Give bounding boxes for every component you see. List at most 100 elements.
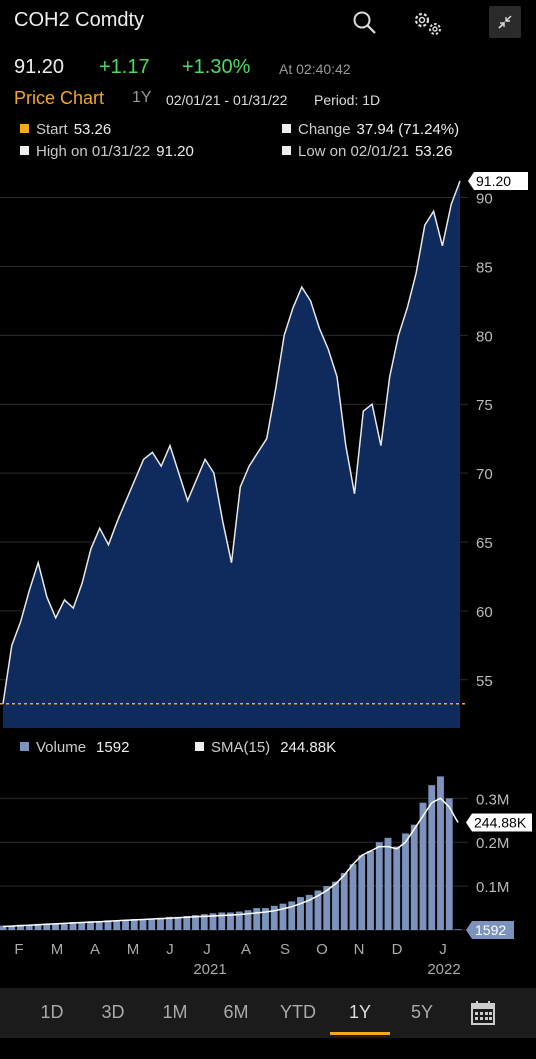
tab-1d[interactable]: 1D: [40, 1002, 64, 1022]
volume-bar: [340, 872, 348, 930]
high-swatch: [20, 146, 29, 155]
volume-bar: [192, 915, 199, 930]
price-chart-title: Price Chart: [14, 88, 105, 108]
volume-bar: [60, 922, 68, 930]
x-tick-label: M: [51, 941, 64, 958]
volume-bar: [244, 910, 252, 930]
volume-chart[interactable]: 0.1M 0.2M 0.3M 244.88K 1592 F M A M J J A S O N D J 2021 2…: [0, 762, 536, 987]
stat-low-value: 53.26: [414, 143, 453, 160]
price-change-pct: +1.30%: [182, 56, 251, 78]
volume-bar: [174, 916, 182, 930]
sma-label: SMA(15): [211, 739, 271, 756]
volume-bar: [209, 913, 217, 930]
sma-swatch: [195, 742, 204, 751]
volume-bar: [358, 855, 366, 930]
last-price-label: 91.20: [476, 173, 511, 189]
volume-bar: [445, 798, 453, 930]
volume-bar: [367, 851, 374, 930]
y-tick-label: 85: [476, 259, 493, 276]
volume-legend: Volume 1592: [20, 739, 129, 756]
y-tick-label: 65: [476, 535, 493, 552]
page-title: COH2 Comdty: [14, 9, 145, 31]
volume-bar: [69, 922, 77, 930]
volume-label: Volume: [36, 739, 87, 756]
tab-6m[interactable]: 6M: [223, 1002, 249, 1022]
price-chart[interactable]: 55 60 65 70 75 80 85 90 91.20: [0, 170, 536, 735]
sma-value: 244.88K: [280, 739, 337, 756]
volume-bar: [104, 920, 112, 930]
y-tick-label: 75: [476, 397, 493, 414]
volume-bar: [235, 911, 243, 930]
volume-tag: [466, 921, 514, 939]
stat-start: Start 53.26: [20, 121, 111, 138]
volume-bar: [8, 925, 16, 930]
stat-high-value: 91.20: [156, 143, 194, 160]
stat-high-label: High on 01/31/22: [36, 143, 151, 160]
stat-change-value: 37.94 (71.24%): [356, 121, 460, 138]
volume-bar: [454, 929, 462, 930]
volume-bar: [218, 912, 226, 930]
price-area: [3, 181, 460, 728]
tab-5y[interactable]: 5Y: [410, 1002, 434, 1022]
volume-bar: [122, 920, 129, 930]
period-label: Period: 1D: [314, 92, 381, 108]
range-tab-bar: 1D 3D 1M 6M YTD 1Y 5Y: [0, 988, 536, 1038]
volume-bar: [297, 897, 304, 930]
x-tick-label: F: [14, 941, 23, 958]
volume-bar: [148, 918, 156, 930]
price-change: +1.17: [99, 56, 150, 78]
y-tick-label: 55: [476, 673, 493, 690]
quote-row: 91.20 +1.17 +1.30% At 02:40:42: [14, 56, 351, 79]
volume-bar: [227, 912, 234, 930]
volume-bar: [200, 914, 208, 930]
volume-bar: [262, 908, 269, 930]
active-tab-indicator: [330, 1032, 390, 1035]
x-tick-label: N: [354, 941, 365, 958]
volume-bar: [78, 922, 86, 930]
year-label: 2022: [427, 961, 460, 978]
sma-tag-label: 244.88K: [474, 815, 527, 831]
volume-bar: [157, 917, 164, 930]
volume-bar: [87, 921, 94, 930]
y-tick-label: 70: [476, 466, 493, 483]
gears-icon[interactable]: [410, 8, 446, 38]
x-tick-label: O: [316, 941, 328, 958]
y-tick-label: 60: [476, 604, 493, 621]
tab-3d[interactable]: 3D: [101, 1002, 125, 1022]
x-tick-label: J: [166, 941, 174, 958]
volume-bar: [279, 903, 287, 930]
x-tick-label: D: [392, 941, 403, 958]
low-swatch: [282, 146, 291, 155]
volume-bar: [332, 881, 339, 930]
range-label: 1Y: [132, 89, 152, 106]
x-tick-label: J: [203, 941, 211, 958]
sma-tag: [466, 813, 532, 832]
volume-bar: [270, 905, 278, 930]
sma-line: [2, 797, 459, 928]
volume-bar: [402, 833, 409, 930]
year-label: 2021: [193, 961, 226, 978]
stat-start-label: Start: [36, 121, 68, 138]
volume-tag-label: 1592: [475, 922, 506, 938]
x-tick-label: M: [127, 941, 140, 958]
volume-bar: [349, 864, 357, 930]
tab-ytd[interactable]: YTD: [280, 1002, 316, 1022]
last-price-tag: [468, 172, 528, 191]
volume-bar: [384, 837, 392, 930]
y-tick-label: 90: [476, 191, 493, 208]
volume-bar: [288, 901, 296, 930]
volume-bar: [17, 924, 24, 930]
volume-bar: [130, 919, 138, 930]
volume-bar: [323, 886, 331, 930]
tab-1y[interactable]: 1Y: [348, 1002, 372, 1022]
calendar-icon: [471, 1001, 495, 1025]
tab-1m[interactable]: 1M: [162, 1002, 188, 1022]
collapse-button[interactable]: [489, 6, 521, 38]
header: COH2 Comdty: [0, 0, 536, 44]
volume-bar: [43, 923, 51, 930]
change-swatch: [282, 124, 291, 133]
volume-bar: [113, 921, 121, 930]
stat-low: Low on 02/01/21 53.26: [282, 143, 452, 160]
search-icon[interactable]: [350, 8, 380, 38]
x-tick-label: J: [439, 941, 447, 958]
